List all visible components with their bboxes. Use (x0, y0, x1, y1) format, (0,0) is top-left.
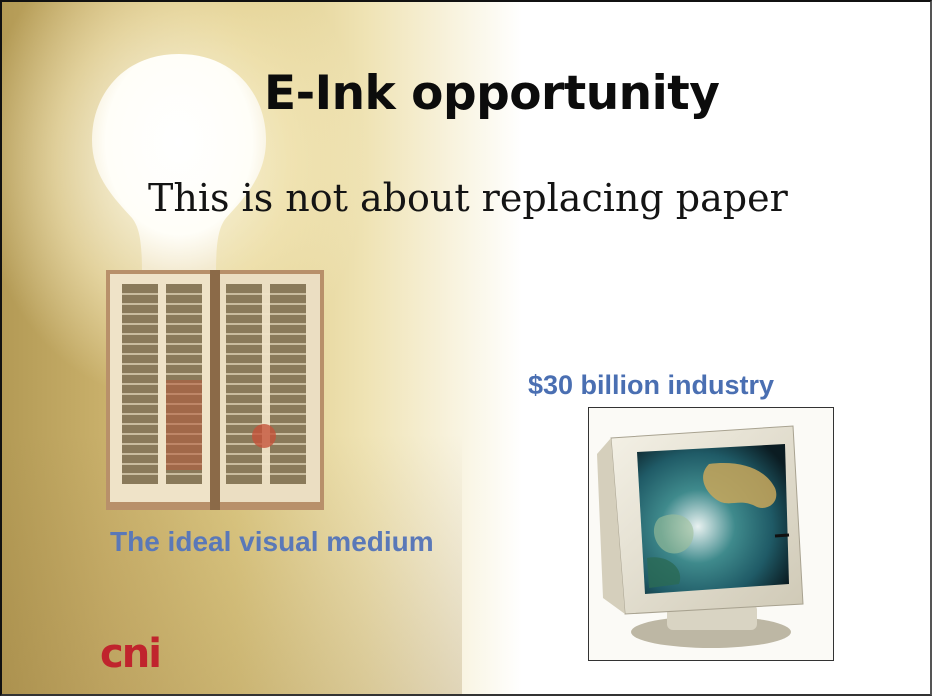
light-bulb-image (92, 54, 266, 274)
monitor-image-frame (588, 407, 834, 661)
cni-logo: cni (100, 631, 162, 677)
slide-title: E-Ink opportunity (264, 66, 720, 121)
industry-size-caption: $30 billion industry (528, 370, 775, 400)
ideal-visual-medium-caption: The ideal visual medium (110, 526, 434, 557)
manuscript-book-image (106, 270, 324, 510)
slide-subtitle: This is not about replacing paper (148, 176, 788, 220)
crt-monitor-image (589, 408, 832, 659)
